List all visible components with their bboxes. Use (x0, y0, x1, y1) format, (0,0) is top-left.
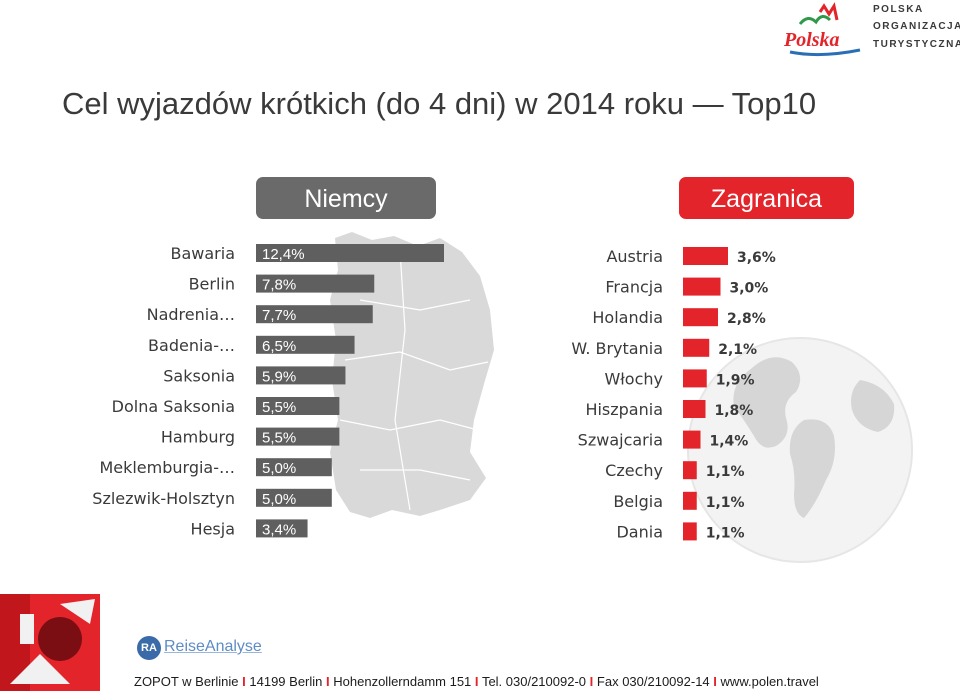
abroad-category-label: Szwajcaria (578, 431, 663, 450)
germany-map-borders (339, 249, 489, 511)
abroad-category-label: Dania (616, 522, 663, 541)
footer-office: ZOPOT w Berlinie (134, 674, 239, 689)
germany-value-label: 5,5% (262, 399, 296, 416)
abroad-value-label: 1,1% (706, 495, 745, 511)
abroad-value-label: 3,6% (737, 250, 776, 266)
germany-bar (256, 458, 332, 477)
abroad-value-label: 1,1% (706, 525, 745, 541)
footer-city: 14199 Berlin (249, 674, 323, 689)
footer-website[interactable]: www.polen.travel (720, 674, 819, 689)
abroad-category-label: W. Brytania (571, 339, 663, 358)
footer-separator: I (589, 674, 594, 689)
abroad-bar (683, 430, 701, 449)
footer-separator: I (326, 674, 330, 689)
abroad-category-label: Austria (606, 247, 663, 266)
abroad-value-label: 3,0% (730, 281, 769, 297)
germany-value-label: 12,4% (262, 246, 305, 263)
germany-bar (256, 335, 355, 354)
germany-bar (256, 488, 332, 507)
abroad-value-label: 1,1% (706, 464, 745, 480)
germany-category-label: Dolna Saksonia (112, 397, 235, 416)
germany-value-label: 7,7% (262, 307, 296, 324)
polska-logo: Polska (783, 2, 861, 57)
abroad-category-label: Włochy (604, 369, 663, 388)
header-zagranica: Zagranica (679, 177, 854, 219)
germany-value-label: 5,5% (262, 430, 296, 447)
abroad-bar (683, 461, 697, 480)
corner-poster-art (0, 594, 100, 691)
germany-value-label: 7,8% (262, 277, 296, 294)
footer: ZOPOT w Berlinie I 14199 Berlin I Hohenz… (134, 674, 819, 689)
germany-bar (256, 427, 340, 446)
logo-line-1: POLSKA (873, 4, 924, 15)
germany-category-label: Berlin (189, 275, 235, 294)
germany-category-label: Meklemburgia-… (99, 458, 235, 477)
abroad-category-label: Hiszpania (585, 400, 663, 419)
logo-line-2: ORGANIZACJA (873, 21, 960, 32)
abroad-bar (683, 522, 697, 541)
abroad-value-label: 2,8% (727, 311, 766, 327)
germany-bar (256, 305, 373, 324)
germany-category-label: Szlezwik-Holsztyn (92, 489, 235, 508)
germany-bars: Bawaria 12,4% Berlin 7,8% Nadrenia… 7,7% Baden… (92, 244, 444, 538)
germany-bar (256, 397, 340, 415)
globe-continents (733, 357, 895, 518)
germany-category-label: Badenia-… (148, 336, 235, 355)
abroad-bar (683, 277, 721, 296)
footer-separator: I (242, 674, 246, 689)
abroad-bars: Austria 3,6% Francja 3,0% Holandia 2,8% W. Bry… (571, 247, 776, 541)
germany-category-label: Hamburg (161, 428, 235, 447)
abroad-category-label: Francja (605, 278, 663, 297)
polska-logo-text: Polska (783, 29, 840, 51)
abroad-category-label: Belgia (613, 492, 663, 511)
germany-bar (256, 366, 346, 385)
abroad-value-label: 1,8% (715, 403, 754, 419)
page-title: Cel wyjazdów krótkich (do 4 dni) w 2014 … (62, 86, 817, 121)
abroad-category-label: Holandia (592, 308, 663, 327)
germany-value-label: 6,5% (262, 338, 296, 355)
abroad-category-label: Czechy (605, 461, 663, 480)
germany-value-label: 5,0% (262, 491, 296, 508)
germany-category-label: Nadrenia… (147, 305, 235, 324)
footer-phone: Tel. 030/210092-0 (481, 674, 587, 689)
ra-logo-mark: RA (137, 636, 161, 660)
abroad-bar (683, 491, 697, 510)
logo-line-3: TURYSTYCZNA (873, 39, 960, 50)
germany-bar (256, 519, 308, 538)
abroad-bar (683, 338, 710, 357)
ra-logo-name: ReiseAnalyse (164, 638, 262, 655)
germany-value-label: 5,9% (262, 368, 296, 385)
abroad-value-label: 2,1% (718, 342, 757, 358)
germany-value-label: 3,4% (262, 521, 296, 538)
germany-bar (256, 244, 444, 262)
abroad-bar (683, 400, 706, 418)
germany-category-label: Hesja (191, 519, 235, 538)
footer-address: Hohenzollerndamm 151 (333, 674, 472, 689)
abroad-value-label: 1,9% (716, 372, 755, 388)
germany-value-label: 5,0% (262, 460, 296, 477)
abroad-value-label: 1,4% (710, 434, 749, 450)
abroad-bar (683, 308, 718, 327)
footer-separator: I (474, 674, 479, 689)
germany-category-label: Saksonia (163, 366, 235, 385)
abroad-bar (683, 369, 707, 388)
germany-category-label: Bawaria (171, 244, 236, 263)
footer-fax: Fax 030/210092-14 (596, 674, 710, 689)
header-niemcy: Niemcy (256, 177, 436, 219)
germany-bar (256, 274, 375, 293)
abroad-bar (683, 247, 728, 265)
footer-separator: I (713, 674, 717, 689)
